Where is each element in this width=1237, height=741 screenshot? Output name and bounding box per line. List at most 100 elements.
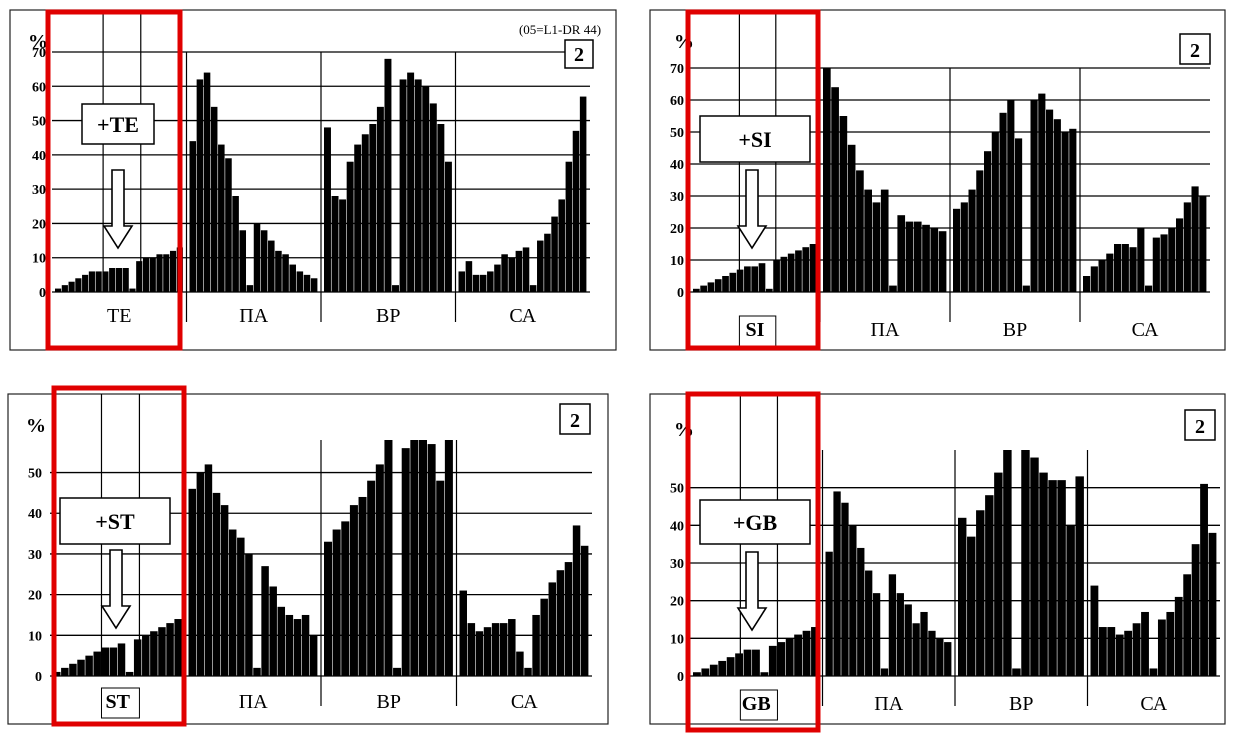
y-tick-label: 10 (28, 629, 42, 644)
panel-number: 2 (1195, 416, 1205, 438)
bar (253, 667, 261, 676)
bar (296, 271, 304, 292)
bar (758, 263, 766, 292)
group-label: СА (511, 691, 538, 713)
bar (212, 492, 221, 676)
bar (339, 199, 347, 292)
bar (795, 250, 802, 292)
bar (384, 440, 393, 676)
y-tick-label: 10 (32, 252, 46, 267)
panel-number: 2 (574, 44, 584, 66)
bar (544, 233, 551, 292)
bar (1069, 128, 1077, 292)
bar (1137, 228, 1145, 292)
bar (418, 440, 427, 676)
bar (693, 672, 701, 676)
bar (508, 257, 516, 292)
bar (967, 536, 976, 676)
bar (556, 570, 565, 676)
bar (1030, 457, 1039, 676)
bar (968, 189, 976, 292)
bar (751, 266, 759, 292)
group-label: SI (746, 319, 765, 341)
bar (735, 653, 743, 676)
bar (289, 264, 296, 292)
bar (494, 264, 501, 292)
bar (174, 619, 182, 676)
bar (976, 170, 984, 292)
bar (1046, 109, 1054, 292)
bar (880, 189, 889, 292)
bar (1066, 525, 1075, 676)
bar (839, 116, 848, 292)
callout-box (699, 499, 811, 545)
bar (487, 271, 494, 292)
bar (912, 623, 920, 676)
group-label: СА (1140, 693, 1167, 715)
callout-box (699, 115, 811, 163)
bar (69, 663, 77, 676)
y-axis-label: % (674, 31, 694, 53)
bar (324, 541, 333, 676)
panel-number-box (559, 403, 591, 435)
bar (332, 529, 341, 676)
bar (823, 68, 831, 292)
bar (1114, 244, 1122, 292)
bar (833, 491, 841, 676)
chart-panel-si: 0 10 20 30 40 50 60 70% SI ПА ВР СА 2 +SI (640, 0, 1237, 360)
group-label: ST (106, 691, 131, 713)
bar (565, 161, 573, 292)
bar (479, 274, 487, 292)
bar (994, 472, 1003, 676)
bar (849, 525, 857, 676)
y-tick-label: 70 (32, 46, 46, 61)
bar (857, 547, 865, 676)
y-tick-label: 40 (670, 158, 684, 173)
group-label: СА (509, 305, 536, 327)
bar (1176, 218, 1184, 292)
bar (1061, 132, 1069, 292)
bar (429, 103, 437, 292)
bar (548, 582, 557, 676)
bar (1012, 668, 1021, 676)
bar (572, 130, 580, 292)
bar (277, 606, 286, 676)
y-tick-label: 0 (39, 286, 46, 301)
bar (95, 271, 102, 292)
bar (1030, 100, 1038, 292)
bar (825, 551, 833, 676)
bar (102, 271, 109, 292)
bar (483, 627, 492, 676)
bar (1007, 100, 1015, 292)
bar (693, 288, 700, 292)
y-tick-label: 50 (32, 115, 46, 130)
bar (976, 510, 985, 676)
bar (158, 627, 166, 676)
y-tick-label: 20 (670, 222, 684, 237)
bar (707, 282, 715, 292)
bar (109, 647, 118, 676)
bar (1057, 480, 1066, 676)
bar (459, 590, 467, 676)
y-tick-label: 70 (670, 62, 684, 77)
y-axis-label: % (26, 415, 46, 437)
bar (491, 623, 500, 676)
panel-number: 2 (1190, 40, 1200, 62)
group-label: TE (107, 305, 131, 327)
bar (149, 257, 156, 292)
bar (831, 87, 839, 292)
bar (393, 667, 402, 676)
bar (375, 464, 384, 676)
group-label: ВР (377, 691, 401, 713)
bar (232, 196, 239, 292)
chart-st: 0 10 20 30 40 50% ST ПА ВР СА 2 +ST (7, 385, 609, 727)
bar (225, 158, 232, 292)
bar (1098, 627, 1107, 676)
bar (472, 274, 480, 292)
y-tick-label: 60 (32, 80, 46, 95)
bar (1183, 574, 1192, 676)
bar (196, 472, 205, 676)
bar (729, 272, 737, 292)
bar (938, 231, 947, 292)
callout-text: +GB (733, 510, 778, 535)
